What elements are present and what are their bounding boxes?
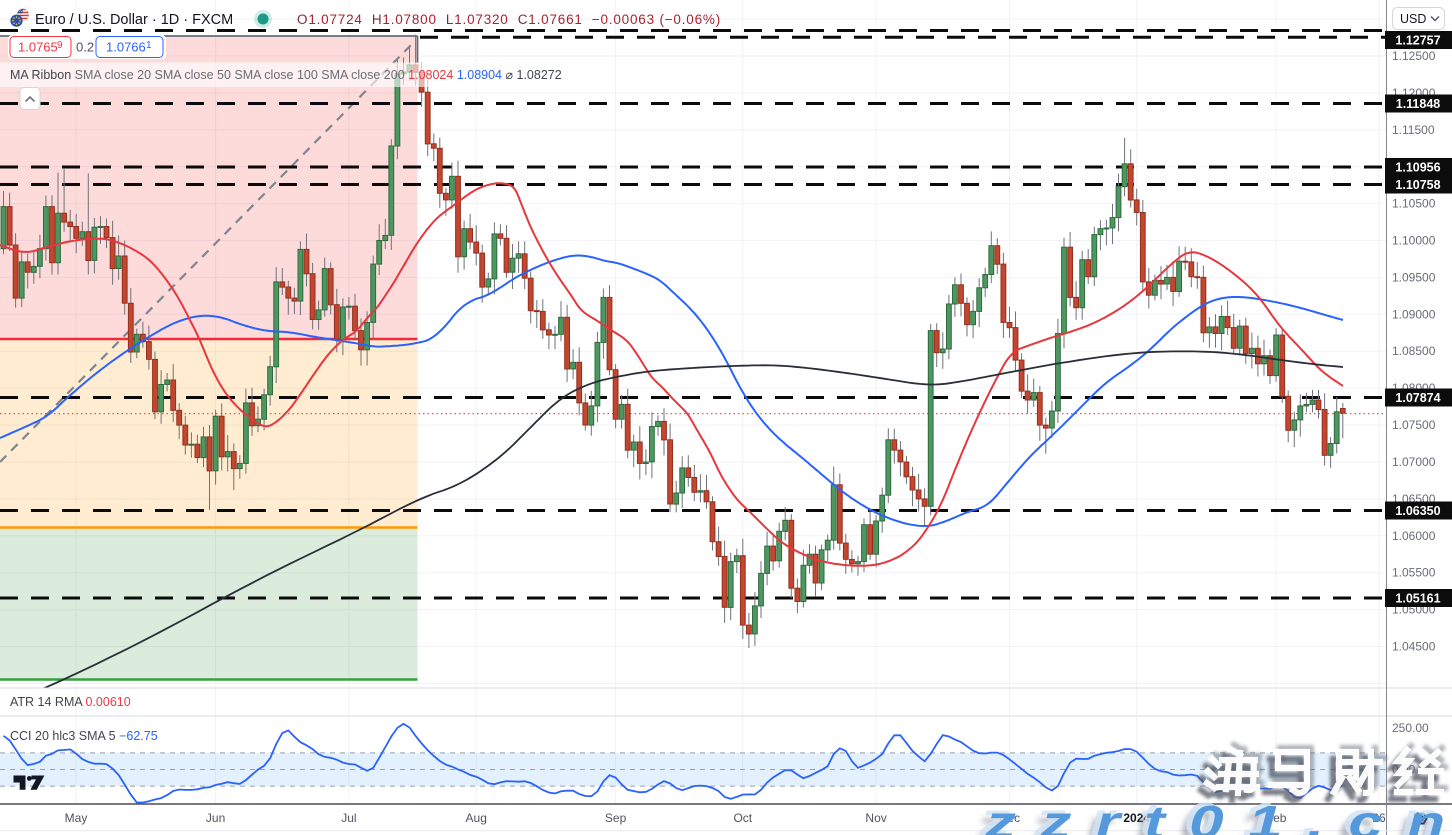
svg-text:1.10000: 1.10000 [1392,234,1436,248]
svg-text:2024: 2024 [1123,811,1150,825]
svg-text:1.04500: 1.04500 [1392,640,1436,654]
svg-text:1.07000: 1.07000 [1392,455,1436,469]
svg-text:1.0765: 1.0765 [18,40,58,55]
svg-text:1.12500: 1.12500 [1392,49,1436,63]
svg-text:May: May [65,811,88,825]
svg-text:1.06350: 1.06350 [1395,504,1440,518]
svg-text:1.10758: 1.10758 [1395,178,1440,192]
svg-text:1.06000: 1.06000 [1392,529,1436,543]
svg-text:USD: USD [1400,12,1426,26]
svg-text:1.12757: 1.12757 [1395,34,1440,48]
svg-text:1: 1 [146,40,152,51]
svg-text:Jun: Jun [206,811,225,825]
svg-text:1.0766: 1.0766 [106,40,146,55]
svg-text:250.00: 250.00 [1392,721,1429,735]
svg-text:1.11848: 1.11848 [1396,97,1441,111]
svg-text:1.08500: 1.08500 [1392,344,1436,358]
svg-text:1.10500: 1.10500 [1392,197,1436,211]
svg-text:Sep: Sep [605,811,627,825]
svg-text:26: 26 [1372,811,1386,825]
svg-text:1.09000: 1.09000 [1392,307,1436,321]
svg-text:Dec: Dec [999,811,1020,825]
svg-text:Feb: Feb [1266,811,1287,825]
svg-text:O1.07724 H1.07800 L1.07320: O1.07724 H1.07800 L1.07320 C1.07661 −0.0… [297,12,721,27]
svg-text:1.09500: 1.09500 [1392,270,1436,284]
svg-text:1.07500: 1.07500 [1392,418,1436,432]
svg-text:0.2: 0.2 [76,40,94,55]
svg-text:1.05161: 1.05161 [1395,592,1440,606]
svg-text:1.11500: 1.11500 [1392,123,1435,137]
svg-text:1.05500: 1.05500 [1392,566,1436,580]
svg-text:Nov: Nov [865,811,886,825]
svg-text:CCI 20 hlc3 SMA 5 −62.75: CCI 20 hlc3 SMA 5 −62.75 [10,729,158,743]
svg-text:Aug: Aug [466,811,487,825]
svg-text:ATR 14 RMA 0.00610: ATR 14 RMA 0.00610 [10,695,131,709]
svg-text:MA Ribbon SMA close 20 SMA clo: MA Ribbon SMA close 20 SMA close 50 SMA … [10,68,562,82]
svg-text:Euro / U.S. Dollar · 1D · FXCM: Euro / U.S. Dollar · 1D · FXCM [35,12,233,28]
svg-text:Oct: Oct [733,811,752,825]
svg-text:9: 9 [57,40,63,51]
svg-text:1.07874: 1.07874 [1395,391,1440,405]
svg-text:1.10956: 1.10956 [1395,161,1440,175]
svg-text:Jul: Jul [341,811,356,825]
